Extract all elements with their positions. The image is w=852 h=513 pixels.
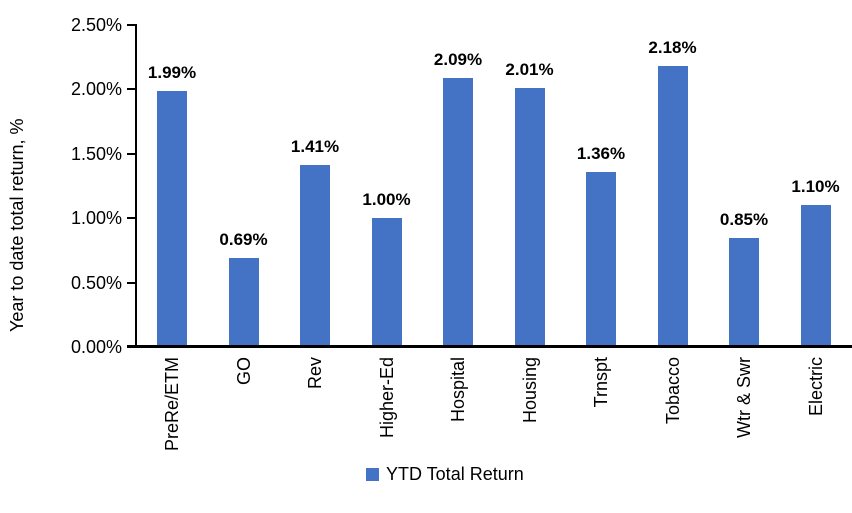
legend-label: YTD Total Return bbox=[386, 464, 524, 484]
bar bbox=[514, 88, 545, 347]
x-axis-category-label: Rev bbox=[305, 357, 325, 390]
bar bbox=[657, 66, 688, 347]
bar-value-label: 0.85% bbox=[719, 209, 769, 229]
bar-value-label: 2.18% bbox=[648, 38, 697, 58]
y-axis-tick-label: 1.00% bbox=[70, 208, 122, 229]
y-axis-tick-label: 0.50% bbox=[70, 272, 122, 293]
x-axis-category-label: Housing bbox=[519, 357, 540, 424]
bar bbox=[300, 165, 330, 347]
bar-value-label: 1.10% bbox=[791, 177, 840, 197]
x-axis-category-label: Trnspt bbox=[591, 357, 611, 408]
y-axis-tick-label: 2.50% bbox=[70, 15, 122, 35]
y-axis-tick-mark bbox=[127, 281, 136, 284]
y-axis-tick-label: 2.00% bbox=[70, 79, 122, 100]
bar-value-label: 2.01% bbox=[505, 60, 554, 80]
x-axis-category-label: Hospital bbox=[448, 357, 468, 423]
x-axis-line bbox=[127, 345, 852, 348]
bar-value-label: 1.36% bbox=[576, 143, 626, 163]
bar bbox=[228, 258, 259, 347]
x-axis-category-label: Wtr & Swr bbox=[734, 357, 754, 438]
y-axis-tick-label: 1.50% bbox=[70, 143, 122, 164]
bar bbox=[800, 205, 831, 347]
x-axis-category-label: Tobacco bbox=[662, 357, 683, 425]
bar-value-label: 1.99% bbox=[147, 62, 197, 82]
bar bbox=[157, 90, 187, 347]
bar-value-label: 1.00% bbox=[362, 190, 411, 210]
x-axis-category-label: Electric bbox=[805, 357, 826, 417]
y-axis-tick-mark bbox=[127, 152, 136, 155]
bar-value-label: 2.09% bbox=[433, 49, 483, 69]
legend-swatch-icon bbox=[366, 467, 379, 481]
y-axis-tick-mark bbox=[127, 88, 136, 91]
y-axis-line bbox=[135, 24, 137, 348]
y-axis-title: Year to date total return, % bbox=[7, 118, 27, 332]
y-axis-tick-label: 0.00% bbox=[70, 337, 122, 357]
y-axis-tick-mark bbox=[127, 24, 136, 26]
bar bbox=[729, 237, 759, 347]
y-axis-tick-mark bbox=[127, 217, 136, 220]
bar-value-label: 1.41% bbox=[290, 137, 340, 157]
legend: YTD Total Return bbox=[366, 464, 524, 484]
x-axis-category-label: PreRe/ETM bbox=[162, 357, 182, 452]
x-axis-category-label: Higher-Ed bbox=[376, 357, 397, 439]
x-axis-category-label: GO bbox=[233, 357, 254, 386]
bar bbox=[586, 171, 616, 347]
bar bbox=[443, 77, 473, 347]
bar-value-label: 0.69% bbox=[219, 230, 268, 250]
bar bbox=[371, 218, 402, 347]
